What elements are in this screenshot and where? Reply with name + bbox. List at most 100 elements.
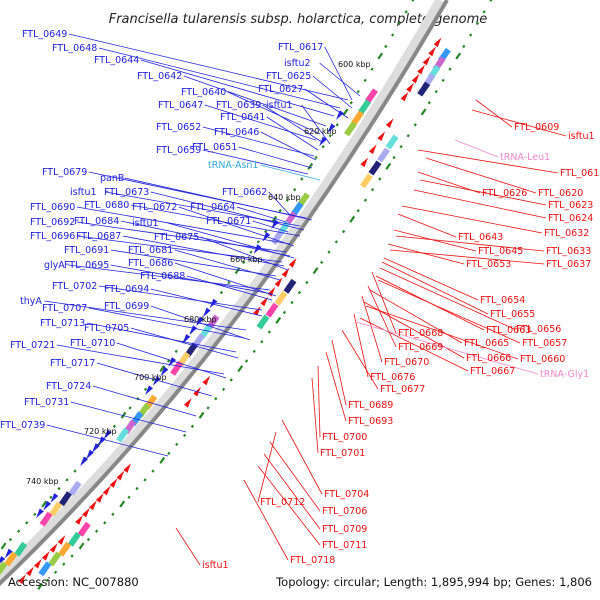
label-connector <box>359 317 469 372</box>
feature-block <box>368 160 382 176</box>
backbone-ring <box>0 0 449 586</box>
forward-gene-arrow <box>92 443 100 453</box>
feature-block <box>58 541 72 557</box>
forward-gene-arrow <box>103 429 112 440</box>
tick-dot-inner <box>455 52 462 60</box>
reverse-gene-arrow <box>411 73 420 84</box>
tick-dot-inner <box>45 578 49 582</box>
kbp-markers: 600 kbp 620 kbp 640 kbp 660 kbp 680 kbp 700 k… <box>26 60 371 486</box>
tick-dot-inner <box>427 101 431 105</box>
feature-block <box>68 531 81 547</box>
tick-layer <box>0 0 496 590</box>
reverse-gene-arrow <box>95 493 104 503</box>
gene-label: FTL_0680 <box>84 200 129 211</box>
label-connector <box>361 295 383 363</box>
gene-label: FTL_0713 <box>40 318 85 329</box>
gene-label: FTL_0641 <box>220 112 265 123</box>
forward-gene-arrow <box>36 508 44 519</box>
tick-dot-inner <box>53 570 58 574</box>
feature-block <box>77 521 91 537</box>
label-connector <box>178 206 295 247</box>
gene-label: FTL_0651 <box>192 142 237 153</box>
reverse-gene-arrow <box>422 55 431 66</box>
label-connector <box>98 47 341 109</box>
label-connector <box>319 62 361 97</box>
tick-dot-inner <box>275 316 282 324</box>
tick-dot-outer <box>17 529 21 533</box>
gene-label: FTL_0739 <box>0 420 45 431</box>
tick-dot-inner <box>127 495 131 499</box>
tick-dot-inner <box>190 424 195 428</box>
label-connector <box>204 104 317 141</box>
gene-label: FTL_0677 <box>380 384 425 395</box>
tick-dot-inner <box>244 359 249 363</box>
gene-label: FTL_0689 <box>348 400 393 411</box>
forward-gene-arrow <box>97 436 106 446</box>
label-connector <box>122 235 285 267</box>
gene-label: FTL_0693 <box>348 416 393 427</box>
reverse-gene-arrow <box>75 515 83 525</box>
tick-dot-outer <box>370 67 374 71</box>
tick-dot-inner <box>434 89 438 94</box>
gene-label: tRNA-Asn1 <box>208 160 258 171</box>
forward-gene-arrow <box>43 500 52 511</box>
label-connector <box>202 149 309 175</box>
forward-gene-arrow <box>209 298 218 309</box>
label-connector <box>96 362 213 397</box>
tick-dot-inner <box>103 521 107 525</box>
label-connector <box>317 365 321 438</box>
gene-label: FTL_0706 <box>322 506 367 517</box>
gene-label: isftu1 <box>202 560 229 571</box>
tick-dot-outer <box>278 209 282 213</box>
feature-block <box>274 290 288 306</box>
tick-dot-inner <box>290 300 294 305</box>
tick-dot-outer <box>120 411 127 419</box>
label-connector <box>266 116 319 151</box>
label-connector <box>243 479 289 561</box>
kbp-marker: 740 kbp <box>26 477 59 486</box>
reverse-gene-arrow <box>400 91 409 102</box>
gene-label: FTL_0687 <box>76 231 121 242</box>
label-connector <box>68 33 349 101</box>
gene-label: FTL_0633 <box>546 246 591 257</box>
tick-dot-inner <box>385 162 392 170</box>
label-connector <box>92 385 197 417</box>
tick-dot-inner <box>183 433 187 438</box>
label-connector <box>76 221 287 253</box>
label-connector <box>227 91 321 135</box>
gene-arrows <box>0 37 442 584</box>
tick-dot-outer <box>349 101 353 105</box>
gene-label: FTL_0690 <box>30 202 75 213</box>
label-connector <box>44 300 247 331</box>
kbp-marker: 720 kbp <box>84 427 117 436</box>
tick-dot-outer <box>8 537 13 542</box>
reverse-gene-arrow <box>26 566 34 577</box>
label-connector <box>324 46 353 101</box>
label-connector <box>393 229 477 252</box>
tick-dot-inner <box>406 134 410 138</box>
label-connector <box>167 222 295 259</box>
gene-label: FTL_0686 <box>128 258 173 269</box>
gene-label: FTL_0704 <box>324 489 369 500</box>
tick-dot-inner <box>282 310 287 315</box>
tick-dot-inner <box>78 542 85 550</box>
gene-label: isftu1 <box>132 218 159 229</box>
tick-dot-inner <box>267 330 272 334</box>
gene-label: FTL_0627 <box>258 84 303 95</box>
gene-label: FTL_0692 <box>30 217 75 228</box>
label-connector <box>312 75 353 109</box>
forward-gene-arrow <box>202 307 211 318</box>
tick-dot-inner <box>312 267 319 275</box>
gene-label: FTL_0666 <box>466 353 511 364</box>
gene-label: FTL_0663 <box>486 325 531 336</box>
label-connector <box>150 288 263 317</box>
tick-dot-outer <box>321 145 325 149</box>
label-connector <box>150 191 305 231</box>
tick-dot-outer <box>249 250 253 254</box>
gene-label: panB <box>100 173 124 184</box>
reverse-gene-arrow <box>202 375 211 386</box>
reverse-gene-arrow <box>82 507 90 518</box>
tick-dot-outer <box>33 512 37 516</box>
reverse-gene-arrow <box>109 478 118 488</box>
gene-label: FTL_0712 <box>260 497 305 508</box>
